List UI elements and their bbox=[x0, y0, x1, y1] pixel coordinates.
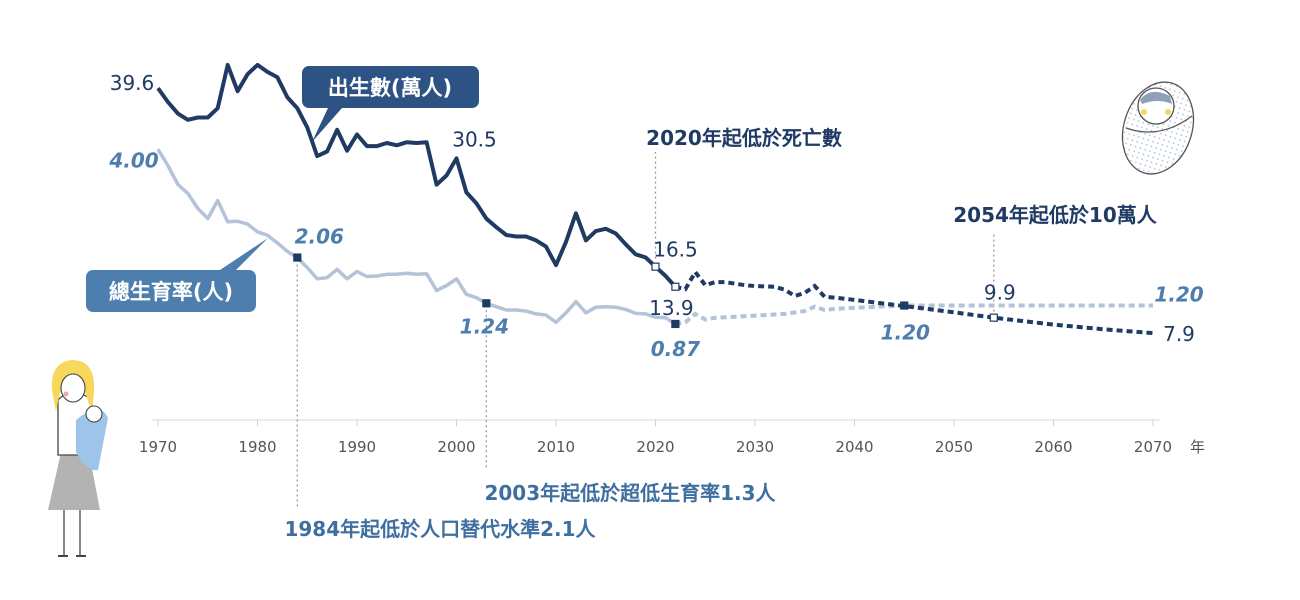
series-births-projection bbox=[674, 268, 1154, 336]
x-tick-label: 1970 bbox=[139, 438, 177, 456]
legend-births: 出生數(萬人) bbox=[302, 66, 479, 142]
x-tick-label: 2040 bbox=[835, 438, 873, 456]
legend-tfr: 總生育率(人) bbox=[86, 238, 268, 312]
value-label-births: 7.9 bbox=[1163, 322, 1195, 346]
point-markers bbox=[293, 253, 998, 329]
annotation-2003: 2003年起低於超低生育率1.3人 bbox=[484, 481, 776, 505]
marker-births-2020 bbox=[651, 262, 660, 271]
annotation-2054: 2054年起低於10萬人 bbox=[953, 203, 1157, 227]
x-axis-unit: 年 bbox=[1190, 438, 1205, 456]
value-label-births: 39.6 bbox=[110, 71, 155, 95]
series-births-actual bbox=[156, 62, 677, 289]
swaddled-baby-illustration bbox=[1121, 81, 1195, 175]
x-tick-label: 2030 bbox=[736, 438, 774, 456]
x-tick-label: 2050 bbox=[935, 438, 973, 456]
value-label-tfr: 1.20 bbox=[881, 321, 930, 345]
x-tick-label: 2060 bbox=[1034, 438, 1072, 456]
x-tick-label: 2010 bbox=[537, 438, 575, 456]
series-lines bbox=[156, 62, 1154, 336]
value-label-tfr: 4.00 bbox=[108, 148, 158, 172]
value-label-tfr: 2.06 bbox=[295, 225, 344, 249]
x-tick-label: 1980 bbox=[238, 438, 276, 456]
value-label-births: 16.5 bbox=[653, 238, 698, 262]
value-labels: 39.6 30.5 16.5 13.9 9.9 7.9 4.00 2.06 1.24 0.87 1.… bbox=[108, 71, 1203, 361]
x-tick-label: 2020 bbox=[636, 438, 674, 456]
legend-births-label: 出生數(萬人) bbox=[328, 76, 452, 100]
marker-births-2022 bbox=[671, 282, 680, 291]
annotation-2020: 2020年起低於死亡數 bbox=[646, 126, 842, 150]
annotation-1984: 1984年起低於人口替代水準2.1人 bbox=[284, 517, 596, 541]
value-label-tfr: 1.20 bbox=[1154, 283, 1203, 307]
x-tick-label: 1990 bbox=[338, 438, 376, 456]
series-tfr-actual bbox=[156, 148, 677, 326]
marker-tfr-2045 bbox=[900, 301, 909, 310]
value-label-births: 13.9 bbox=[649, 296, 694, 320]
marker-tfr-1984 bbox=[293, 253, 302, 262]
guide-lines bbox=[296, 152, 995, 508]
marker-tfr-2022 bbox=[671, 319, 680, 329]
marker-births-2054 bbox=[989, 313, 998, 322]
value-label-tfr: 0.87 bbox=[651, 337, 700, 361]
value-label-births: 9.9 bbox=[984, 281, 1016, 305]
value-label-births: 30.5 bbox=[452, 127, 497, 151]
value-label-tfr: 1.24 bbox=[460, 314, 509, 338]
marker-tfr-2003 bbox=[482, 299, 491, 308]
series-tfr-projection bbox=[675, 303, 1153, 326]
x-tick-label: 2070 bbox=[1134, 438, 1172, 456]
x-axis: 1970 1980 1990 2000 2010 2020 2030 2040 2050 2060… bbox=[139, 420, 1172, 456]
mother-baby-illustration bbox=[48, 360, 108, 557]
legend-tfr-label: 總生育率(人) bbox=[109, 280, 233, 304]
x-tick-label: 2000 bbox=[437, 438, 475, 456]
